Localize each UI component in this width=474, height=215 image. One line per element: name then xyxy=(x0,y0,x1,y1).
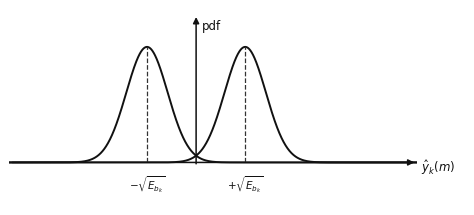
Text: pdf: pdf xyxy=(202,20,221,34)
Text: $\hat{y}_k(m)$: $\hat{y}_k(m)$ xyxy=(421,158,455,177)
Text: $-\sqrt{E_{b_k}}$: $-\sqrt{E_{b_k}}$ xyxy=(129,174,165,195)
Text: $+\sqrt{E_{b_k}}$: $+\sqrt{E_{b_k}}$ xyxy=(227,174,264,195)
